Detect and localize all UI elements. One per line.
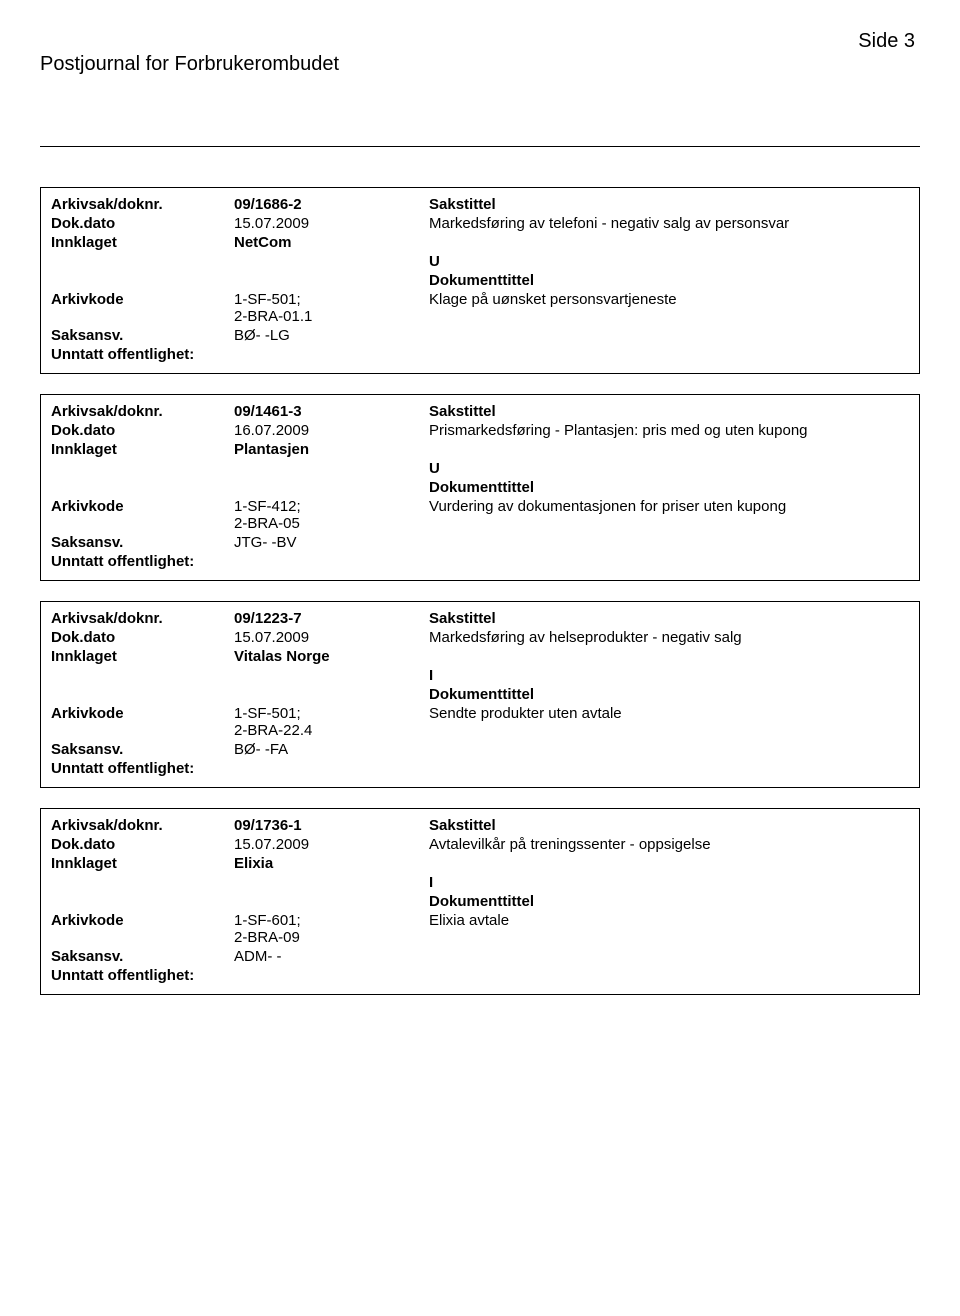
arkivkode-label: Arkivkode: [51, 498, 234, 515]
journal-record: Arkivsak/doknr.09/1736-1Sakstittel Dok.da…: [40, 808, 920, 995]
dokumenttittel-value: Sendte produkter uten avtale: [429, 705, 909, 722]
unntatt-label: Unntatt offentlighet:: [51, 553, 194, 570]
sakstittel-label: Sakstittel: [429, 817, 909, 834]
sakstittel-label: Sakstittel: [429, 403, 909, 420]
sakstittel-value: Avtalevilkår på treningssenter - oppsige…: [429, 836, 909, 853]
sakstittel-label: Sakstittel: [429, 610, 909, 627]
innklaget-label: Innklaget: [51, 441, 234, 458]
sakstittel-value: Markedsføring av helseprodukter - negati…: [429, 629, 909, 646]
page: Side 3 Postjournal for Forbrukerombudet …: [0, 0, 960, 1055]
saksansv-label: Saksansv.: [51, 948, 234, 965]
dokdato-value: 15.07.2009: [234, 215, 429, 232]
arkivsak-label: Arkivsak/doknr.: [51, 817, 234, 834]
dokdato-value: 15.07.2009: [234, 629, 429, 646]
dokumenttittel-value: Vurdering av dokumentasjonen for priser …: [429, 498, 909, 515]
dokdato-label: Dok.dato: [51, 836, 234, 853]
saksansv-label: Saksansv.: [51, 534, 234, 551]
page-title: Postjournal for Forbrukerombudet: [40, 53, 339, 76]
dokumenttittel-value: Elixia avtale: [429, 912, 909, 929]
dokumenttittel-label: Dokumenttittel: [429, 272, 909, 289]
sakstittel-label: Sakstittel: [429, 196, 909, 213]
direction-value: U: [429, 460, 909, 477]
arkivsak-value: 09/1736-1: [234, 817, 429, 834]
sakstittel-value: Prismarkedsføring - Plantasjen: pris med…: [429, 422, 909, 439]
header-divider: [40, 146, 920, 147]
dokdato-label: Dok.dato: [51, 422, 234, 439]
direction-value: I: [429, 667, 909, 684]
dokumenttittel-label: Dokumenttittel: [429, 893, 909, 910]
records-container: Arkivsak/doknr.09/1686-2SakstittelDok.da…: [40, 187, 920, 995]
arkivsak-value: 09/1461-3: [234, 403, 429, 420]
dokumenttittel-value: Klage på uønsket personsvartjeneste: [429, 291, 909, 308]
unntatt-label: Unntatt offentlighet:: [51, 760, 194, 777]
saksansv-value: BØ- -LG: [234, 327, 429, 344]
dokdato-value: 16.07.2009: [234, 422, 429, 439]
saksansv-label: Saksansv.: [51, 741, 234, 758]
innklaget-label: Innklaget: [51, 234, 234, 251]
arkivsak-value: 09/1223-7: [234, 610, 429, 627]
unntatt-label: Unntatt offentlighet:: [51, 346, 194, 363]
innklaget-value: Plantasjen: [234, 441, 429, 458]
arkivsak-label: Arkivsak/doknr.: [51, 610, 234, 627]
arkivkode-value: 1-SF-601; 2-BRA-09: [234, 912, 429, 946]
innklaget-value: NetCom: [234, 234, 429, 251]
arkivkode-value: 1-SF-501; 2-BRA-01.1: [234, 291, 429, 325]
page-header: Side 3 Postjournal for Forbrukerombudet: [40, 30, 920, 76]
innklaget-label: Innklaget: [51, 855, 234, 872]
direction-value: U: [429, 253, 909, 270]
dokdato-label: Dok.dato: [51, 629, 234, 646]
arkivkode-value: 1-SF-501; 2-BRA-22.4: [234, 705, 429, 739]
journal-record: Arkivsak/doknr.09/1223-7Sakstittel Dok.da…: [40, 601, 920, 788]
arkivkode-label: Arkivkode: [51, 705, 234, 722]
innklaget-label: Innklaget: [51, 648, 234, 665]
dokumenttittel-label: Dokumenttittel: [429, 686, 909, 703]
saksansv-value: ADM- -: [234, 948, 429, 965]
journal-record: Arkivsak/doknr.09/1686-2Sakstittel Dok.da…: [40, 187, 920, 374]
arkivkode-value: 1-SF-412; 2-BRA-05: [234, 498, 429, 532]
arkivsak-value: 09/1686-2: [234, 196, 429, 213]
dokdato-value: 15.07.2009: [234, 836, 429, 853]
arkivkode-label: Arkivkode: [51, 912, 234, 929]
arkivsak-label: Arkivsak/doknr.: [51, 196, 234, 213]
dokdato-label: Dok.dato: [51, 215, 234, 232]
direction-value: I: [429, 874, 909, 891]
arkivsak-label: Arkivsak/doknr.: [51, 403, 234, 420]
journal-record: Arkivsak/doknr.09/1461-3Sakstittel Dok.da…: [40, 394, 920, 581]
dokumenttittel-label: Dokumenttittel: [429, 479, 909, 496]
innklaget-value: Elixia: [234, 855, 429, 872]
sakstittel-value: Markedsføring av telefoni - negativ salg…: [429, 215, 909, 232]
innklaget-value: Vitalas Norge: [234, 648, 429, 665]
unntatt-label: Unntatt offentlighet:: [51, 967, 194, 984]
arkivkode-label: Arkivkode: [51, 291, 234, 308]
saksansv-value: BØ- -FA: [234, 741, 429, 758]
saksansv-label: Saksansv.: [51, 327, 234, 344]
page-number: Side 3: [40, 30, 920, 53]
saksansv-value: JTG- -BV: [234, 534, 429, 551]
